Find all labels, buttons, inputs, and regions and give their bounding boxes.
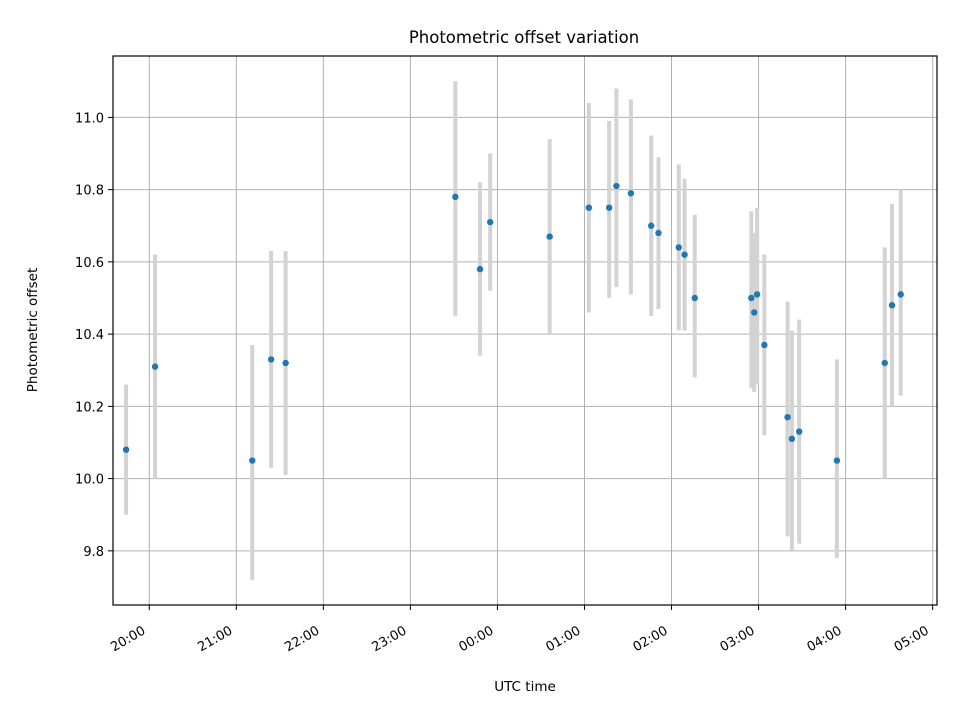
- y-tick-label: 10.4: [75, 328, 104, 343]
- y-tick-label: 10.6: [75, 256, 104, 271]
- y-tick-label: 10.0: [75, 473, 104, 488]
- data-point: [675, 244, 682, 251]
- data-point: [751, 309, 758, 316]
- data-point: [452, 193, 459, 201]
- y-tick-label: 10.8: [75, 184, 104, 199]
- y-tick-label: 9.8: [83, 545, 104, 560]
- data-point: [585, 204, 593, 211]
- data-point: [476, 265, 484, 273]
- data-point: [748, 294, 755, 302]
- plot-frame: [112, 55, 938, 606]
- data-point: [788, 435, 796, 443]
- y-tick-label: 11.0: [75, 111, 104, 126]
- data-point: [753, 291, 761, 298]
- data-point: [249, 457, 256, 464]
- data-point: [613, 182, 620, 190]
- data-point: [546, 233, 553, 240]
- data-points: [122, 182, 904, 464]
- data-point: [681, 251, 688, 258]
- data-point: [648, 222, 655, 229]
- data-point: [761, 341, 768, 349]
- y-axis-label: Photometric offset: [25, 268, 41, 392]
- chart-title: Photometric offset variation: [409, 28, 639, 47]
- data-point: [282, 359, 289, 367]
- data-point: [795, 428, 803, 435]
- data-point: [784, 413, 791, 421]
- data-point: [605, 204, 613, 211]
- x-axis-label: UTC time: [494, 679, 556, 695]
- y-tick-label: 10.2: [75, 400, 104, 415]
- data-point: [691, 294, 698, 302]
- data-point: [627, 190, 635, 197]
- data-point: [122, 446, 130, 453]
- data-point: [267, 356, 275, 363]
- data-point: [151, 363, 159, 370]
- data-point: [897, 291, 904, 298]
- data-point: [486, 218, 494, 226]
- data-point: [881, 359, 888, 367]
- data-point: [888, 302, 896, 309]
- data-point: [833, 457, 841, 464]
- data-point: [655, 229, 662, 237]
